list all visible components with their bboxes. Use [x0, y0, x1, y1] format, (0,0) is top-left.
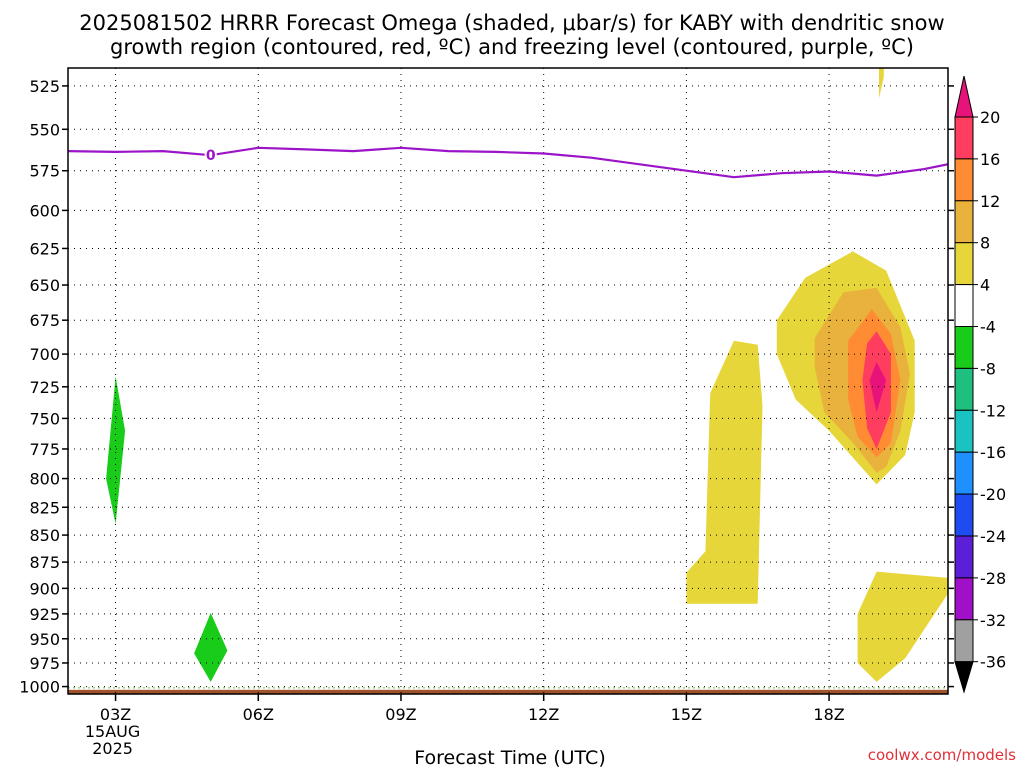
- colorbar-swatch: [954, 116, 974, 160]
- y-tick-label: 550: [29, 120, 60, 139]
- y-tick-label: 800: [29, 470, 60, 489]
- colorbar-swatch: [954, 409, 974, 453]
- freezing-level-contour: 0: [68, 146, 948, 179]
- chart-title-line2: growth region (contoured, red, ºC) and f…: [110, 35, 914, 59]
- y-tick-label: 975: [29, 654, 60, 673]
- colorbar-label: 20: [980, 108, 1000, 127]
- colorbar-label: -24: [980, 527, 1006, 546]
- colorbar-swatch: [954, 535, 974, 579]
- contour-label-bg: [204, 147, 217, 164]
- plot-frame: [67, 67, 949, 695]
- y-tick-label: 700: [29, 345, 60, 364]
- colorbar-swatch: [954, 619, 974, 663]
- colorbar-swatch: [954, 200, 974, 244]
- y-tick-label: 600: [29, 201, 60, 220]
- x-tick-date: 15AUG: [85, 722, 140, 741]
- chart-title-line1: 2025081502 HRRR Forecast Omega (shaded, …: [79, 11, 944, 35]
- y-tick-label: 725: [29, 378, 60, 397]
- omega-region-1: [194, 612, 228, 682]
- y-tick-label: 525: [29, 77, 60, 96]
- x-tick-label: 18Z: [813, 705, 844, 724]
- x-tick-label: 03Z: [100, 705, 131, 724]
- x-axis-label: Forecast Time (UTC): [414, 747, 605, 768]
- colorbar-swatch: [954, 326, 974, 369]
- colorbar-label: -8: [980, 359, 996, 378]
- omega-region-5: [879, 68, 884, 99]
- y-tick-label: 850: [29, 526, 60, 545]
- omega-region-9: [869, 362, 887, 413]
- colorbar-swatch: [954, 577, 974, 621]
- colorbar-label: -28: [980, 569, 1006, 588]
- y-tick-label: 675: [29, 311, 60, 330]
- y-tick-label: 950: [29, 630, 60, 649]
- colorbar-label: -4: [980, 318, 996, 337]
- colorbar-swatch: [954, 242, 974, 286]
- colorbar-label: -12: [980, 401, 1006, 420]
- x-tick-label: 09Z: [385, 705, 416, 724]
- colorbar-top-arrow: [954, 75, 974, 118]
- y-axis: 525 550 575 600 625 650 675 700 725 750 775 800 825 8…: [19, 77, 954, 697]
- colorbar-swatch: [954, 284, 974, 328]
- y-tick-label: 900: [29, 579, 60, 598]
- contour-label: 0: [206, 148, 216, 164]
- x-tick-label: 15Z: [671, 705, 702, 724]
- omega-shading: [68, 68, 948, 694]
- x-tick-label: 12Z: [528, 705, 559, 724]
- y-tick-label: 775: [29, 440, 60, 459]
- colorbar-label: 4: [980, 276, 990, 295]
- colorbar-legend: 20 16 12 8 4 -4 -8 -12 -16 -20 -24 -28 -32 -36: [954, 75, 1006, 694]
- freezing-level-line: [68, 146, 948, 179]
- colorbar-swatch: [954, 493, 974, 537]
- gridlines: [68, 68, 948, 694]
- colorbar-swatch: [954, 451, 974, 495]
- y-tick-label: 1000: [19, 678, 60, 697]
- credit-link[interactable]: coolwx.com/models: [868, 746, 1016, 764]
- colorbar-label: 8: [980, 234, 990, 253]
- y-tick-label: 625: [29, 239, 60, 258]
- colorbar-swatch: [954, 158, 974, 202]
- surface-band: [68, 689, 948, 694]
- y-tick-label: 925: [29, 605, 60, 624]
- omega-region-2: [686, 340, 763, 604]
- colorbar-bottom-arrow: [954, 661, 974, 694]
- colorbar-label: 16: [980, 150, 1000, 169]
- y-tick-label: 825: [29, 498, 60, 517]
- y-tick-label: 750: [29, 409, 60, 428]
- colorbar-label: -16: [980, 443, 1006, 462]
- colorbar-swatch: [954, 367, 974, 411]
- y-tick-label: 875: [29, 553, 60, 572]
- colorbar-label: 12: [980, 192, 1000, 211]
- colorbar-label: -20: [980, 485, 1006, 504]
- colorbar-label: -36: [980, 653, 1006, 672]
- colorbar-label: -32: [980, 611, 1006, 630]
- x-tick-label: 06Z: [243, 705, 274, 724]
- omega-region-0: [106, 376, 126, 524]
- y-tick-label: 575: [29, 162, 60, 181]
- omega-region-4: [857, 571, 948, 682]
- y-tick-label: 650: [29, 276, 60, 295]
- x-tick-year: 2025: [92, 739, 133, 758]
